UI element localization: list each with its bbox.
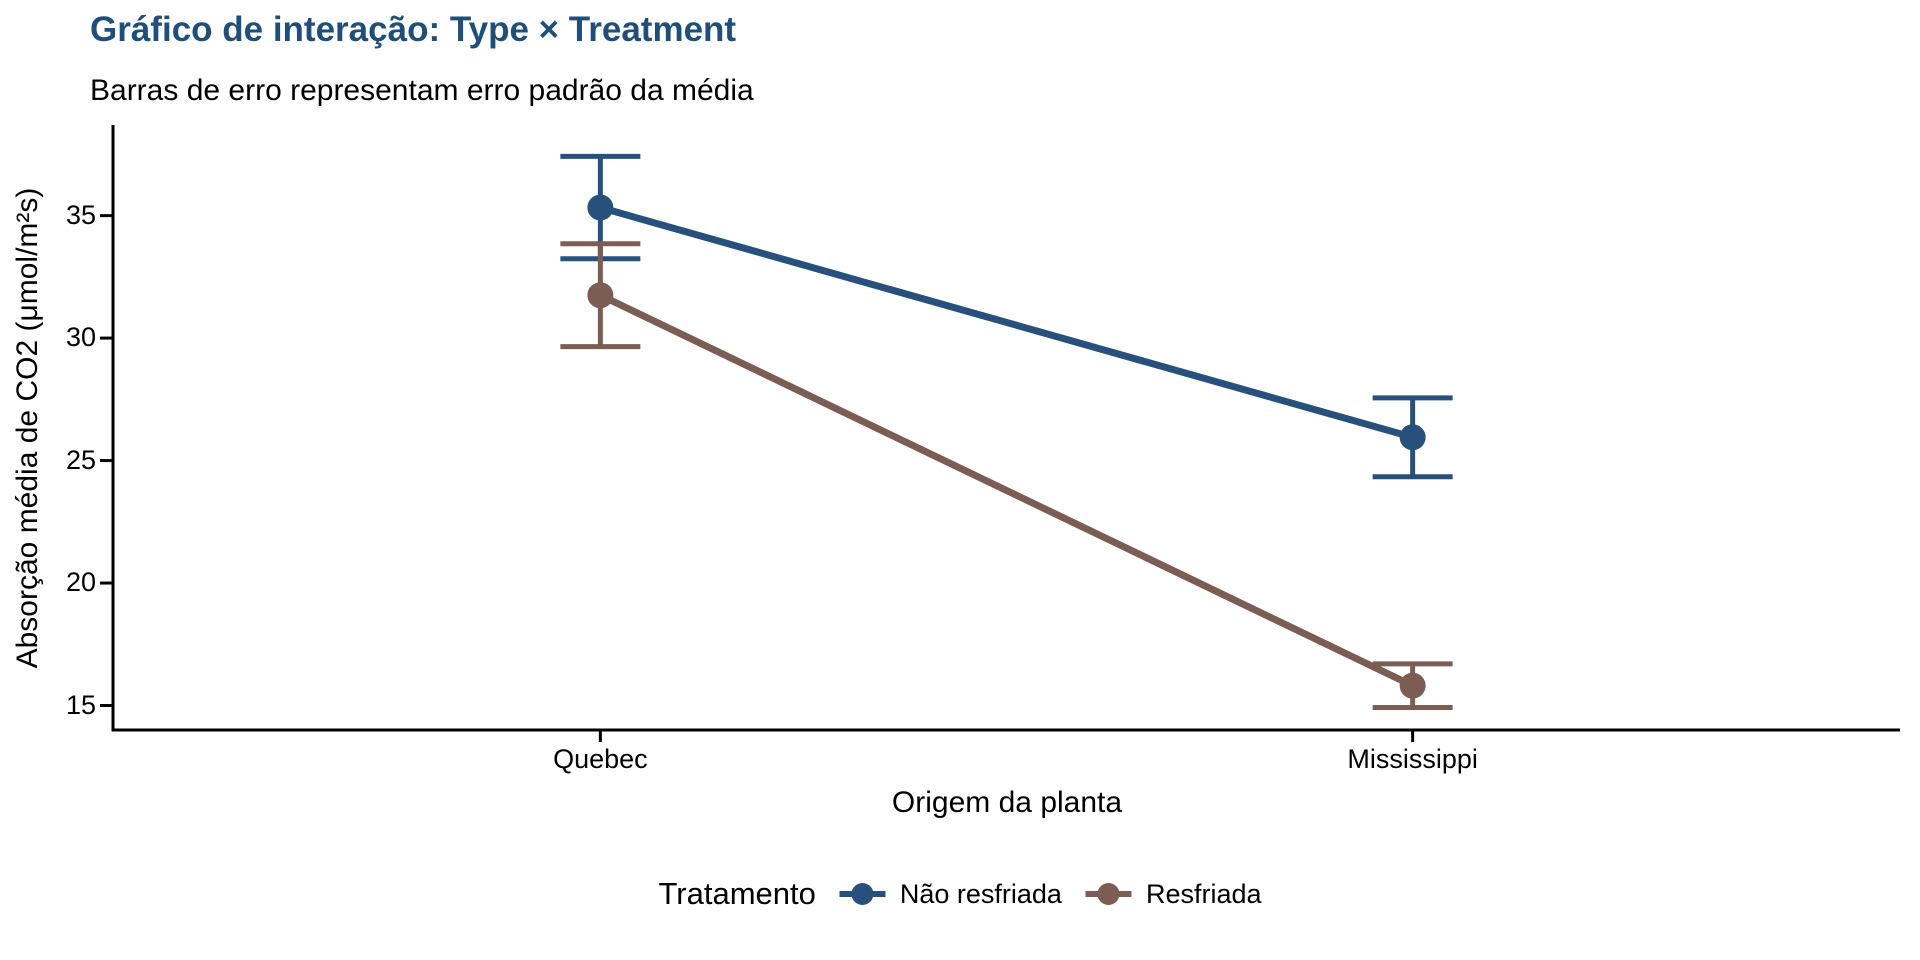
y-tick-label: 20: [65, 567, 96, 598]
y-tick-label: 15: [65, 689, 96, 720]
data-point: [1399, 424, 1426, 451]
legend-title: Tratamento: [658, 876, 816, 911]
chart-subtitle: Barras de erro representam erro padrão d…: [90, 74, 754, 107]
data-point: [1399, 672, 1426, 699]
series-line: [599, 204, 1414, 441]
series-line: [598, 292, 1415, 689]
y-tick-label: 30: [65, 322, 96, 353]
x-tick-label: Mississippi: [1347, 744, 1478, 774]
legend-item-nonchilled: Não resfriada: [838, 876, 1062, 912]
data-point: [587, 194, 614, 221]
chart-title: Gráfico de interação: Type × Treatment: [90, 10, 737, 49]
legend-item-label: Resfriada: [1145, 878, 1262, 909]
data-point: [587, 282, 614, 309]
y-tick-label: 25: [65, 444, 96, 475]
legend-key-pointrange-icon: [839, 883, 886, 905]
legend: Tratamento Não resfriada Resfriada: [658, 876, 1261, 912]
legend-key-pointrange-icon: [1085, 883, 1132, 905]
x-tick-label: Quebec: [553, 744, 648, 774]
legend-item-label: Não resfriada: [899, 878, 1062, 909]
x-axis-title: Origem da planta: [891, 786, 1123, 819]
legend-item-chilled: Resfriada: [1084, 876, 1262, 912]
y-tick-label: 35: [65, 199, 96, 230]
